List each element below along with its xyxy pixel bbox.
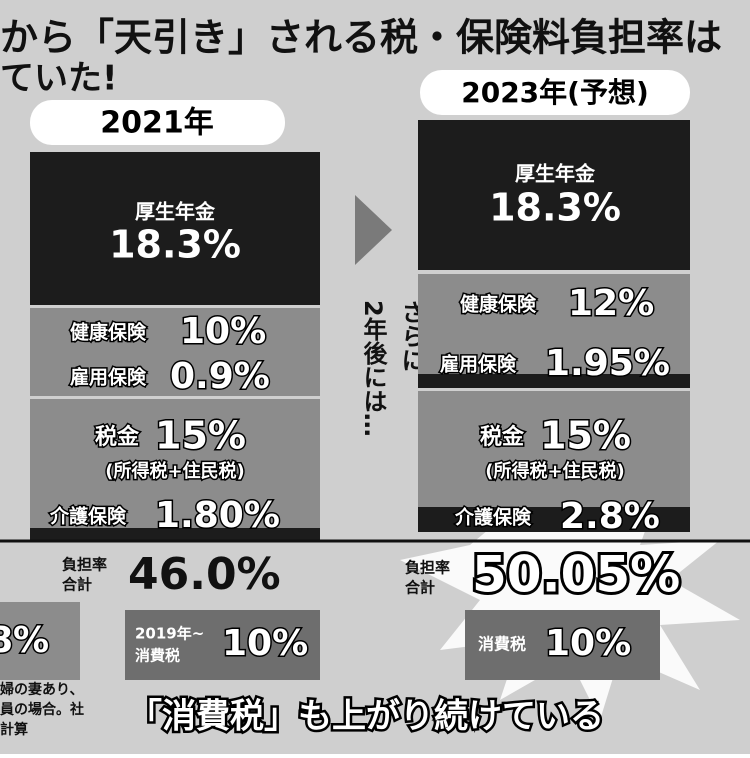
column-header: 2021年	[100, 106, 214, 141]
block	[30, 528, 320, 540]
value: 10%	[180, 311, 266, 352]
total-label: 負担率	[405, 559, 450, 577]
block	[418, 374, 690, 388]
value: 1.80%	[155, 495, 280, 536]
note: (所得税+住民税)	[105, 460, 245, 482]
header-pill	[420, 70, 690, 115]
total-label: 合計	[61, 576, 92, 594]
value: 10%	[545, 623, 631, 664]
column-header: 2023年(予想)	[461, 76, 649, 109]
label: 介護保険	[49, 505, 127, 528]
value: 18.3%	[109, 223, 241, 267]
middle-text: 2年後には…	[359, 300, 387, 437]
label: 税金	[480, 424, 525, 450]
value: 15%	[540, 414, 631, 458]
label: 2019年~	[135, 625, 204, 643]
box	[125, 610, 320, 680]
box	[0, 602, 80, 680]
total-label: 負担率	[62, 556, 107, 574]
arrow	[355, 195, 392, 265]
value: 12%	[568, 283, 654, 324]
block	[30, 152, 320, 305]
value: 8%	[0, 620, 49, 661]
label: 消費税	[478, 635, 526, 654]
block	[418, 391, 690, 509]
title-line: から「天引き」される税・保険料負担率は	[0, 16, 722, 60]
value: 10%	[222, 623, 308, 664]
block	[418, 120, 690, 270]
box	[465, 610, 660, 680]
value: 1.95%	[545, 343, 670, 384]
total-value: 50.05%	[472, 546, 680, 604]
total-value: 46.0%	[128, 549, 281, 600]
block	[30, 308, 320, 396]
label: 税金	[95, 424, 140, 450]
label: 健康保険	[460, 293, 537, 316]
label: 厚生年金	[515, 162, 596, 186]
label: 雇用保険	[440, 353, 517, 376]
block	[418, 507, 690, 532]
banner: 「消費税」も上がり続けている	[128, 697, 604, 737]
label: 健康保険	[70, 321, 147, 344]
header-pill	[30, 100, 285, 145]
footnote: 員の場合。社	[0, 701, 84, 718]
value: 2.8%	[560, 496, 660, 537]
label: 雇用保険	[70, 366, 147, 389]
footnote: 計算	[0, 721, 28, 738]
block	[418, 274, 690, 376]
note: (所得税+住民税)	[485, 460, 625, 482]
footnote: 婦の妻あり、	[0, 681, 83, 698]
label: 厚生年金	[135, 200, 216, 224]
label: 介護保険	[454, 506, 532, 529]
value: 0.9%	[170, 356, 270, 397]
total-label: 合計	[404, 579, 435, 597]
label: 消費税	[135, 647, 180, 665]
block	[30, 399, 320, 530]
value: 18.3%	[489, 186, 621, 230]
value: 15%	[155, 414, 246, 458]
title-line: ていた!	[0, 59, 118, 99]
